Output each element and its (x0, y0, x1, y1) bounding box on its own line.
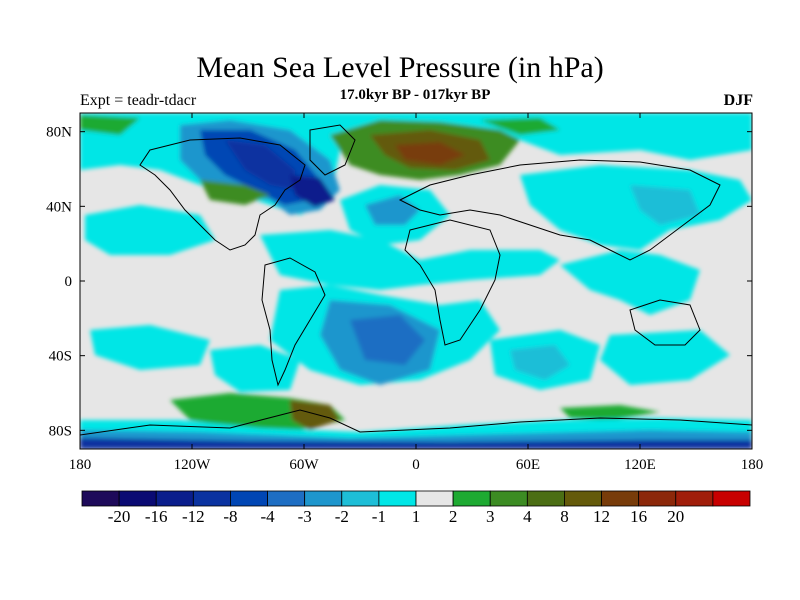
colorbar-label: -20 (108, 507, 131, 526)
chart-title: Mean Sea Level Pressure (in hPa) (196, 51, 604, 84)
y-tick-label: 0 (65, 274, 73, 290)
pressure-anomaly-field (80, 113, 752, 449)
colorbar-swatch (712, 490, 751, 507)
colorbar-label: 20 (667, 507, 684, 526)
colorbar-swatch (675, 490, 714, 507)
colorbar-swatch (378, 490, 417, 507)
colorbar: -20 -16 -12 -8 -4 -3 -2 -1 1 2 3 4 8 12 16 20 (81, 490, 751, 526)
colorbar-swatch (601, 490, 640, 507)
colorbar-swatch (304, 490, 343, 507)
coastline-south-america (261, 257, 326, 387)
colorbar-label: 3 (486, 507, 495, 526)
x-tick-label: 0 (412, 457, 420, 473)
y-tick-label: 40S (49, 349, 72, 365)
colorbar-swatch (230, 490, 268, 507)
colorbar-label: -1 (372, 507, 386, 526)
colorbar-label: -4 (260, 507, 275, 526)
colorbar-swatch (267, 490, 306, 507)
colorbar-label: -8 (223, 507, 237, 526)
colorbar-label: 2 (449, 507, 458, 526)
colorbar-swatch (155, 490, 194, 507)
x-tick-label: 60W (289, 457, 319, 473)
colorbar-label: -3 (298, 507, 312, 526)
coastline-antarctica (80, 409, 752, 436)
colorbar-label: -12 (182, 507, 205, 526)
season-label: DJF (723, 92, 753, 109)
coastline-australia (629, 299, 701, 346)
coastline-north-america (139, 137, 306, 251)
colorbar-swatch (118, 490, 157, 507)
colorbar-label: 16 (630, 507, 647, 526)
colorbar-swatch (489, 490, 528, 507)
y-tick-label: 80S (49, 423, 72, 439)
y-tick-label: 80N (46, 125, 72, 141)
x-tick-label: 60E (516, 457, 540, 473)
y-axis: 80N 40N 0 40S 80S (46, 125, 752, 439)
y-tick-label: 40N (46, 199, 72, 215)
colorbar-swatch (192, 490, 231, 507)
colorbar-label: 1 (412, 507, 421, 526)
colorbar-label: 4 (523, 507, 532, 526)
x-tick-label: 120W (174, 457, 212, 473)
time-period-label: 17.0kyr BP - 017kyr BP (339, 87, 491, 103)
colorbar-swatch (341, 490, 380, 507)
colorbar-label: -2 (335, 507, 349, 526)
colorbar-swatch (638, 490, 677, 507)
coastline-greenland (309, 124, 356, 176)
colorbar-label: 12 (593, 507, 610, 526)
colorbar-swatch (452, 490, 491, 507)
coastline-africa (404, 219, 501, 346)
coastlines (80, 124, 752, 436)
coastline-eurasia (398, 159, 721, 261)
experiment-label: Expt = teadr-tdacr (80, 92, 197, 109)
colorbar-label: -16 (145, 507, 168, 526)
colorbar-swatch (81, 490, 120, 507)
colorbar-swatch (526, 490, 565, 507)
x-tick-label: 180 (69, 457, 92, 473)
x-axis: 180 120W 60W 0 60E 120E 180 (69, 113, 764, 473)
x-tick-label: 120E (624, 457, 656, 473)
colorbar-label: 8 (560, 507, 569, 526)
colorbar-swatch (415, 490, 454, 507)
colorbar-swatch (564, 490, 602, 507)
x-tick-label: 180 (741, 457, 764, 473)
